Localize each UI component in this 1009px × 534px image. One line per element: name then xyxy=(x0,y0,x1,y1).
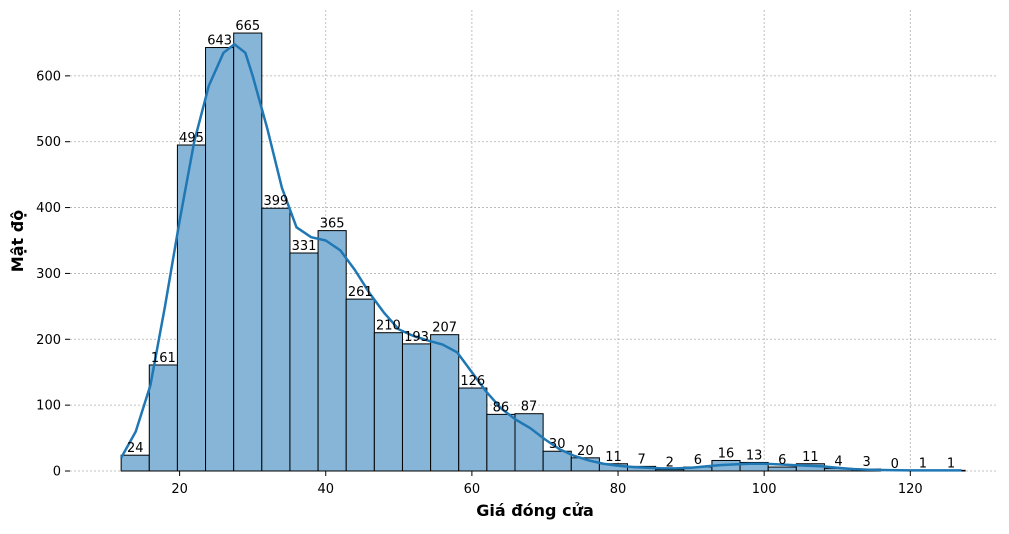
bar-value-label: 3 xyxy=(863,455,871,470)
bar-value-label: 1 xyxy=(947,456,955,471)
histogram-bar xyxy=(401,343,432,472)
histogram-bar xyxy=(458,387,488,472)
histogram-bar xyxy=(148,364,178,472)
bar-value-label: 665 xyxy=(235,19,260,34)
x-tick-label: 20 xyxy=(171,482,188,497)
y-tick-label: 300 xyxy=(36,267,61,282)
bar-value-label: 24 xyxy=(127,441,144,456)
y-tick-label: 0 xyxy=(53,465,61,480)
histogram-bar xyxy=(345,298,375,472)
bar-value-label: 87 xyxy=(521,400,538,415)
bar-value-label: 11 xyxy=(802,450,819,465)
bar-value-label: 161 xyxy=(151,351,176,366)
histogram-bar xyxy=(486,413,516,472)
bar-value-label: 2 xyxy=(666,456,674,471)
histogram-bar xyxy=(261,207,291,472)
bar-value-label: 13 xyxy=(746,448,763,463)
histogram-bar xyxy=(205,47,235,472)
bar-value-label: 6 xyxy=(694,453,702,468)
histogram-bar xyxy=(373,332,403,472)
x-tick-label: 40 xyxy=(317,482,334,497)
bar-value-label: 4 xyxy=(834,454,842,469)
x-tick-label: 80 xyxy=(610,482,627,497)
y-tick-label: 500 xyxy=(36,135,61,150)
y-tick-label: 400 xyxy=(36,201,61,216)
bar-value-label: 261 xyxy=(348,285,373,300)
bar-value-label: 0 xyxy=(891,457,899,472)
bar-value-label: 643 xyxy=(207,34,232,49)
bar-value-label: 210 xyxy=(376,319,401,334)
y-axis-title: Mật độ xyxy=(8,210,27,272)
x-tick-label: 60 xyxy=(464,482,481,497)
bar-value-label: 86 xyxy=(493,400,510,415)
kde-curve xyxy=(120,43,962,472)
histogram-bar xyxy=(120,454,150,472)
histogram-bar xyxy=(542,450,572,472)
bar-value-label: 30 xyxy=(549,437,566,452)
bar-value-label: 365 xyxy=(320,217,345,232)
bar-value-label: 6 xyxy=(778,453,786,468)
histogram-bar xyxy=(289,252,319,472)
bar-value-label: 11 xyxy=(605,450,622,465)
bar-value-label: 20 xyxy=(577,444,594,459)
bar-value-label: 399 xyxy=(263,194,288,209)
y-tick-label: 100 xyxy=(36,399,61,414)
bar-labels-layer: 2416149564366539933136526121019320712686… xyxy=(127,19,955,472)
bar-value-label: 126 xyxy=(460,374,485,389)
y-tick-label: 600 xyxy=(36,69,61,84)
histogram-bar xyxy=(233,32,263,472)
bar-value-label: 1 xyxy=(919,456,927,471)
bars-layer xyxy=(120,32,966,472)
x-tick-label: 120 xyxy=(898,482,923,497)
x-tick-label: 100 xyxy=(752,482,777,497)
bar-value-label: 193 xyxy=(404,330,429,345)
bar-value-label: 207 xyxy=(432,321,457,336)
histogram-bar xyxy=(317,230,347,472)
histogram-bar xyxy=(176,144,207,472)
kde-layer xyxy=(120,43,962,472)
bar-value-label: 495 xyxy=(179,131,204,146)
bar-value-label: 331 xyxy=(292,239,317,254)
bar-value-label: 7 xyxy=(637,452,645,467)
histogram-bar xyxy=(430,334,460,472)
bar-value-label: 16 xyxy=(718,446,735,461)
x-axis-title: Giá đóng cửa xyxy=(476,501,594,520)
y-tick-label: 200 xyxy=(36,333,61,348)
